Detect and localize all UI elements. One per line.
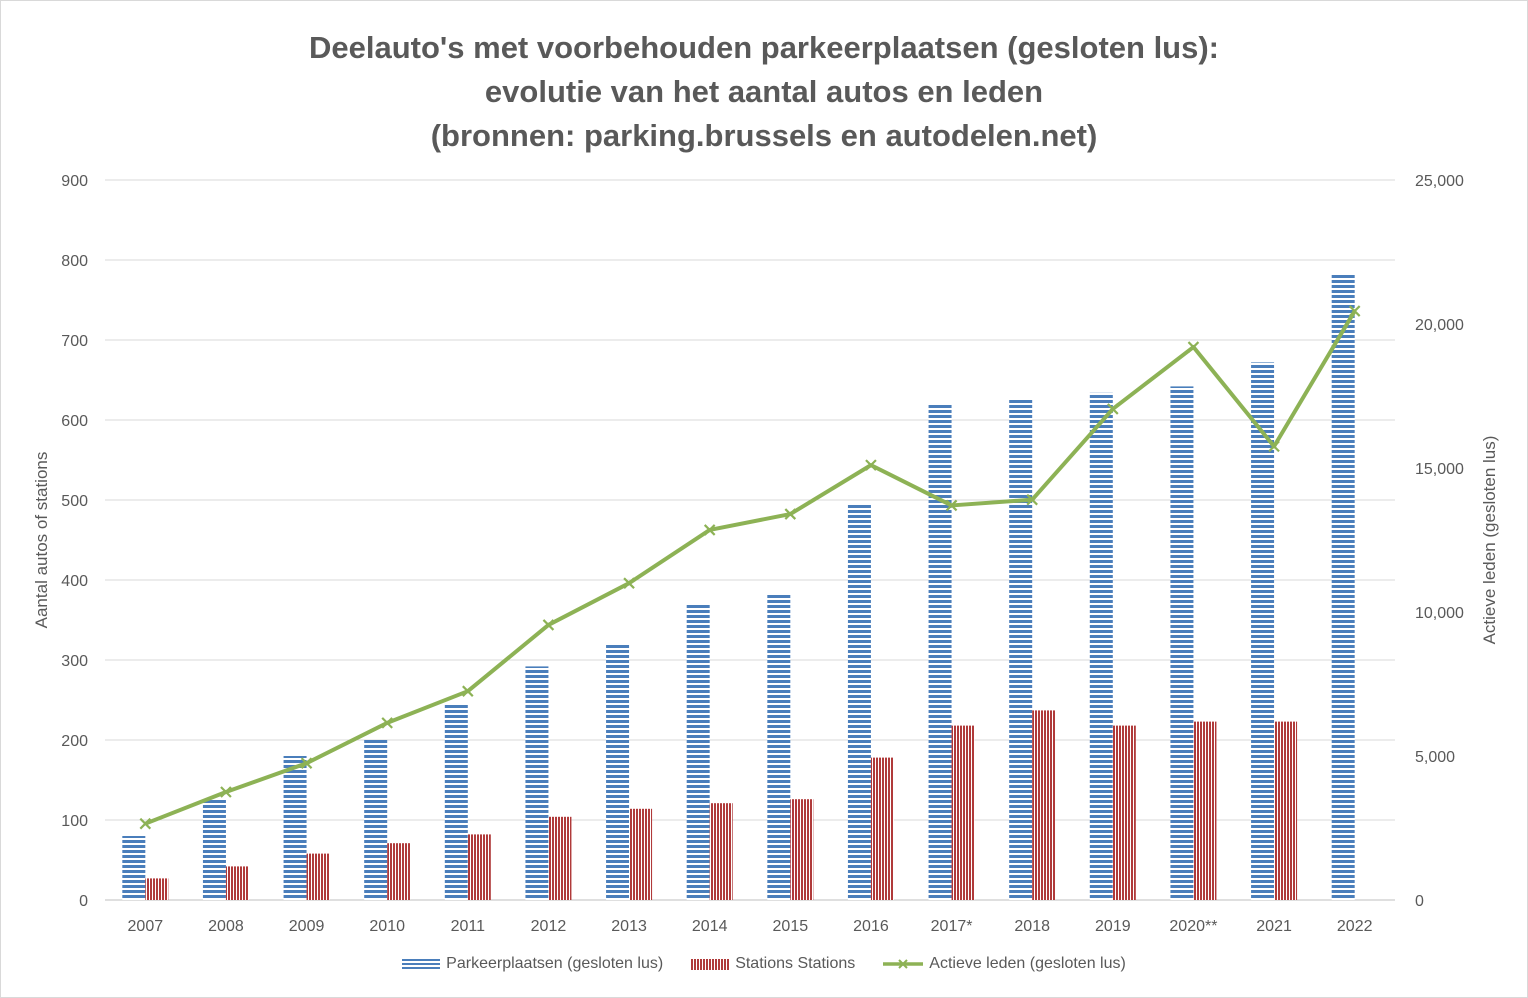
y2-tick-label: 5,000 — [1415, 749, 1455, 766]
y-tick-label: 200 — [61, 733, 88, 750]
bar-stations-2021 — [1274, 721, 1298, 900]
y2-tick-label: 25,000 — [1415, 173, 1464, 190]
x-tick-label: 2011 — [451, 918, 486, 935]
x-tick-label: 2018 — [1014, 918, 1050, 935]
bar-parkeerplaatsen-2009 — [283, 756, 307, 900]
legend-item-parkeerplaatsen: Parkeerplaatsen (gesloten lus) — [402, 955, 663, 973]
y-tick-label: 400 — [61, 573, 88, 590]
x-tick-label: 2013 — [611, 918, 647, 935]
point-actieve-leden-2017* — [945, 499, 958, 512]
x-tick-label: 2022 — [1337, 918, 1373, 935]
point-actieve-leden-2013 — [623, 577, 635, 589]
point-actieve-leden-2018 — [1026, 493, 1038, 506]
point-actieve-leden-2009 — [300, 757, 313, 769]
bar-parkeerplaatsen-2021 — [1251, 362, 1275, 900]
chart-title-line-3: (bronnen: parking.brussels en autodelen.… — [430, 118, 1098, 153]
bar-parkeerplaatsen-2013 — [606, 643, 630, 900]
bar-stations-2014 — [709, 803, 733, 900]
point-actieve-leden-2016 — [865, 459, 877, 471]
point-actieve-leden-2012 — [542, 619, 555, 631]
x-tick-label: 2012 — [531, 918, 567, 935]
bar-stations-2013 — [629, 808, 653, 900]
legend-label-parkeerplaatsen: Parkeerplaatsen (gesloten lus) — [446, 955, 664, 972]
point-actieve-leden-2010 — [381, 717, 393, 729]
bar-parkeerplaatsen-2014 — [686, 604, 710, 900]
bar-stations-2019 — [1112, 725, 1136, 900]
point-actieve-leden-2015 — [784, 508, 797, 520]
y-tick-label: 100 — [61, 813, 88, 830]
bar-parkeerplaatsen-2016 — [847, 504, 871, 900]
bar-stations-2010 — [387, 843, 411, 900]
y2-tick-label: 15,000 — [1415, 461, 1464, 478]
y-tick-label: 300 — [61, 653, 88, 670]
x-tick-label: 2009 — [289, 918, 325, 935]
legend-label-stations: Stations Stations — [735, 955, 856, 972]
bar-stations-2009 — [306, 853, 330, 900]
y2-tick-label: 0 — [1415, 893, 1424, 910]
point-actieve-leden-2011 — [462, 685, 474, 697]
point-actieve-leden-2007 — [139, 817, 152, 830]
chart-title-line-2: evolutie van het aantal autos en leden — [484, 74, 1044, 109]
x-tick-label: 2021 — [1256, 918, 1292, 935]
y2-tick-label: 10,000 — [1415, 605, 1464, 622]
chart-legend: Parkeerplaatsen (gesloten lus) Stations … — [0, 955, 1528, 973]
bar-stations-2007 — [145, 878, 169, 900]
bar-stations-2012 — [548, 816, 572, 900]
bar-parkeerplaatsen-2019 — [1089, 392, 1113, 900]
legend-item-actieve-leden: Actieve leden (gesloten lus) — [883, 955, 1126, 973]
y2-axis-title: Actieve leden (gesloten lus) — [1480, 436, 1499, 645]
bar-stations-2016 — [870, 757, 894, 900]
legend-swatch-actieve-leden — [883, 959, 924, 969]
point-actieve-leden-2019 — [1107, 403, 1119, 415]
bar-stations-2018 — [1032, 710, 1056, 900]
y-tick-label: 500 — [61, 493, 88, 510]
legend-swatch-stations — [691, 958, 730, 970]
line-actieve-leden — [144, 310, 1357, 826]
bar-stations-2008 — [225, 866, 249, 900]
point-actieve-leden-2008 — [220, 786, 232, 798]
bar-parkeerplaatsen-2015 — [767, 594, 791, 900]
bar-stations-2011 — [467, 834, 491, 900]
point-actieve-leden-2021 — [1268, 440, 1280, 453]
y-tick-label: 600 — [61, 413, 88, 430]
legend-swatch-parkeerplaatsen — [402, 958, 441, 970]
point-actieve-leden-2022 — [1348, 305, 1361, 317]
y-tick-label: 800 — [61, 253, 88, 270]
bar-parkeerplaatsen-2020** — [1170, 386, 1194, 900]
chart-title: Deelauto's met voorbehouden parkeerplaat… — [0, 26, 1528, 158]
x-tick-label: 2016 — [853, 918, 889, 935]
point-actieve-leden-2014 — [703, 524, 716, 536]
y-tick-label: 700 — [61, 333, 88, 350]
x-tick-label: 2019 — [1095, 918, 1131, 935]
y2-tick-label: 20,000 — [1415, 317, 1464, 334]
bar-parkeerplaatsen-2017* — [928, 404, 952, 900]
bar-stations-2020** — [1193, 721, 1217, 900]
y-axis-title: Aantal autos of stations — [32, 452, 51, 629]
x-tick-label: 2017* — [931, 918, 973, 935]
bar-parkeerplaatsen-2011 — [444, 704, 468, 900]
bar-parkeerplaatsen-2007 — [122, 836, 146, 900]
bar-parkeerplaatsen-2008 — [202, 800, 226, 900]
x-tick-label: 2014 — [692, 918, 728, 935]
bar-stations-2017* — [951, 725, 975, 900]
legend-label-actieve-leden: Actieve leden (gesloten lus) — [929, 955, 1126, 972]
point-actieve-leden-2020** — [1187, 341, 1200, 353]
x-tick-label: 2015 — [773, 918, 809, 935]
x-tick-label: 2007 — [128, 918, 164, 935]
bar-parkeerplaatsen-2022 — [1331, 273, 1355, 901]
legend-item-stations: Stations Stations — [691, 955, 855, 973]
bar-stations-2015 — [790, 799, 814, 900]
x-tick-label: 2020** — [1169, 918, 1217, 935]
y-tick-label: 0 — [79, 893, 88, 910]
bar-parkeerplaatsen-2012 — [525, 666, 549, 900]
chart-title-line-1: Deelauto's met voorbehouden parkeerplaat… — [308, 30, 1220, 65]
y-tick-label: 900 — [61, 173, 88, 190]
bar-parkeerplaatsen-2010 — [364, 740, 388, 900]
bar-parkeerplaatsen-2018 — [1009, 399, 1033, 900]
x-tick-label: 2008 — [208, 918, 244, 935]
x-tick-label: 2010 — [369, 918, 405, 935]
